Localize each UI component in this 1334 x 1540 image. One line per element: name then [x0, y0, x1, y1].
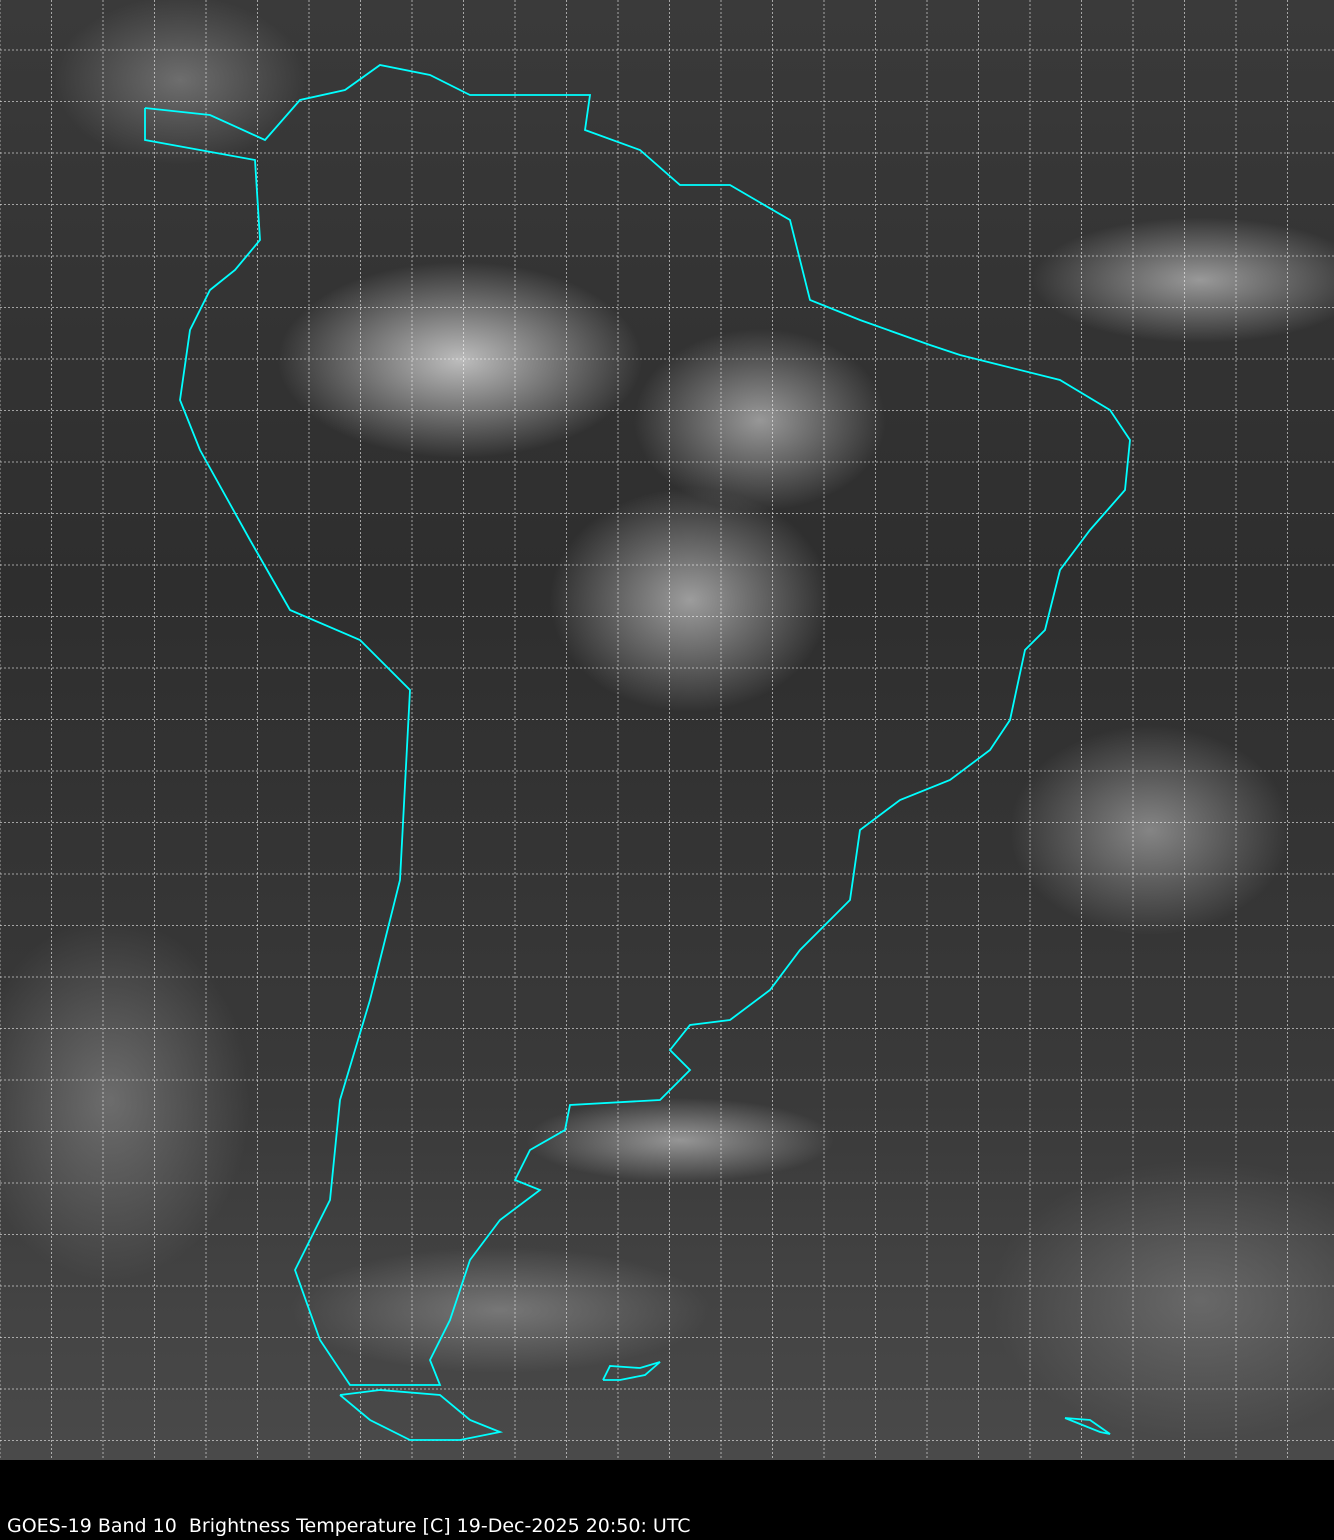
lat-lon-grid	[0, 0, 1334, 1460]
satellite-image	[0, 0, 1334, 1460]
south-america-coastline	[144, 64, 1131, 1386]
map-overlay	[0, 0, 1334, 1460]
south-georgia-outline	[1064, 1417, 1111, 1435]
falkland-islands-outline	[602, 1361, 661, 1381]
image-caption: GOES-19 Band 10 Brightness Temperature […	[7, 1515, 691, 1537]
tierra-del-fuego-outline	[339, 1389, 504, 1441]
